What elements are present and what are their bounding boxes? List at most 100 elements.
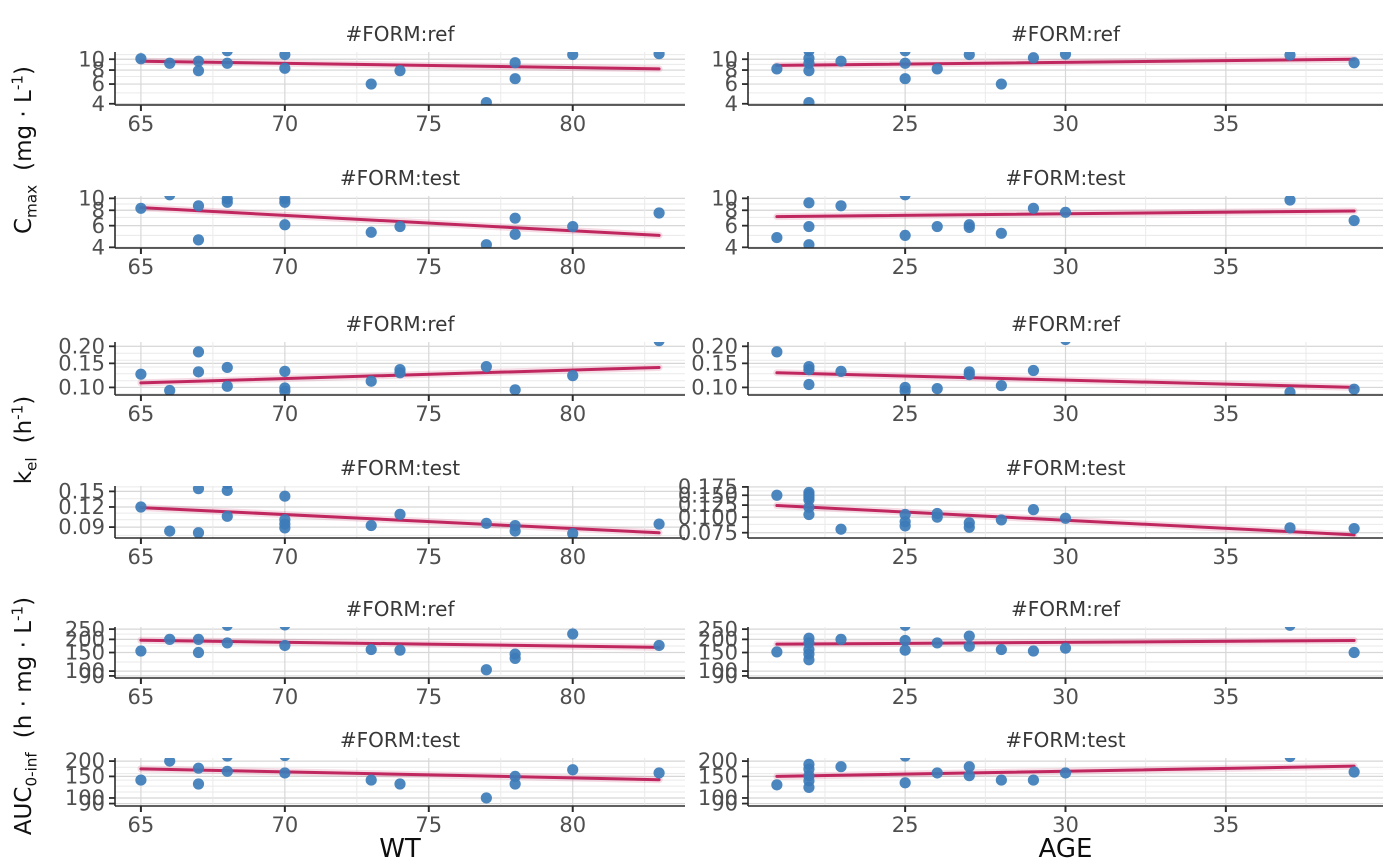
- data-point: [394, 778, 406, 790]
- y-tick-label: 0.150: [678, 483, 738, 507]
- data-point: [995, 514, 1007, 526]
- x-tick-label: 30: [1052, 545, 1079, 569]
- data-points: [771, 342, 1360, 395]
- y-label-main: C: [11, 217, 37, 234]
- y-axis-label-cmax: Cmax (mg · L-1): [8, 0, 40, 302]
- y-tick-label: 8: [92, 198, 105, 222]
- x-tick-label: 75: [415, 402, 442, 426]
- x-tick-labels: 65 70 75 80: [128, 678, 586, 709]
- facet-title: #FORM:test: [1005, 456, 1125, 480]
- x-tick-label: 35: [1212, 813, 1239, 837]
- data-point: [192, 55, 205, 67]
- data-point: [221, 637, 233, 649]
- y-tick-label: 0.10: [58, 376, 105, 400]
- y-tick-label: 200: [65, 749, 105, 773]
- data-point: [803, 65, 815, 77]
- data-point: [279, 219, 291, 231]
- y-axis-label-auc: AUC0-inf (h · mg · L-1): [8, 546, 41, 866]
- data-points: [135, 52, 665, 105]
- data-point: [279, 62, 291, 74]
- x-tick-label: 75: [415, 255, 442, 279]
- data-point: [1348, 522, 1360, 535]
- data-point: [480, 239, 492, 248]
- data-point: [279, 196, 291, 208]
- data-point: [279, 758, 290, 762]
- plot-area: [115, 342, 685, 395]
- y-tick-label: 150: [65, 765, 105, 789]
- data-point: [192, 527, 205, 538]
- panel-kel-ref-wt: 0.200.150.10 65 70 75 80 #FORM:ref: [58, 312, 685, 426]
- panel-kel-ref-age: 0.200.150.10 25 30 35 #FORM:ref: [691, 312, 1383, 426]
- y-tick-label: 100: [698, 786, 738, 810]
- data-point: [135, 368, 147, 380]
- data-point: [509, 525, 521, 537]
- data-point: [771, 63, 783, 75]
- data-point: [653, 518, 665, 530]
- x-tick-label: 75: [415, 813, 442, 837]
- gridlines: [748, 486, 1383, 538]
- x-tick-labels: 25 30 35: [892, 248, 1239, 279]
- y-tick-label: 90: [711, 792, 738, 816]
- data-point: [192, 200, 205, 212]
- data-point: [279, 365, 291, 377]
- data-point: [931, 637, 943, 649]
- data-point: [771, 489, 783, 501]
- data-point: [653, 52, 665, 60]
- regression-line: [775, 57, 1356, 67]
- data-point: [931, 383, 943, 395]
- data-point: [1284, 386, 1296, 395]
- y-tick-label: 4: [92, 235, 105, 259]
- x-tick-labels: 25 30 35: [892, 105, 1239, 136]
- plot-area: [115, 758, 685, 806]
- data-point: [394, 65, 406, 77]
- data-point: [835, 55, 847, 67]
- data-point: [135, 501, 147, 513]
- gridlines: [748, 342, 1383, 395]
- y-tick-labels: 0.200.150.10: [691, 334, 748, 400]
- facet-title: #FORM:test: [340, 728, 460, 752]
- data-point: [1027, 645, 1040, 657]
- data-point: [899, 385, 911, 395]
- y-tick-label: 150: [698, 765, 738, 789]
- x-axis-title-wt: WT: [379, 834, 421, 864]
- data-point: [899, 644, 911, 656]
- data-point: [995, 227, 1007, 239]
- data-point: [931, 511, 943, 523]
- data-point: [963, 630, 975, 642]
- data-points: [771, 196, 1360, 248]
- y-tick-label: 0.09: [58, 515, 105, 539]
- y-tick-label: 8: [92, 58, 105, 82]
- x-tick-label: 35: [1212, 112, 1239, 136]
- y-tick-label: 150: [65, 641, 105, 665]
- data-point: [995, 78, 1007, 90]
- data-point: [164, 633, 176, 645]
- data-point: [653, 342, 665, 347]
- plot-area: [748, 196, 1383, 248]
- data-point: [653, 767, 665, 779]
- y-tick-label: 250: [65, 617, 105, 641]
- data-point: [164, 525, 176, 537]
- data-point: [803, 378, 815, 391]
- data-point: [835, 365, 847, 377]
- data-point: [192, 366, 205, 378]
- x-tick-label: 75: [415, 545, 442, 569]
- data-point: [221, 486, 233, 497]
- data-point: [164, 384, 176, 395]
- y-label-sub: el: [22, 457, 41, 471]
- data-point: [1348, 766, 1360, 778]
- data-point: [771, 779, 783, 791]
- data-point: [931, 767, 943, 779]
- data-point: [963, 761, 975, 773]
- x-tick-label: 70: [271, 545, 298, 569]
- data-point: [1027, 364, 1040, 377]
- y-tick-label: 10: [711, 47, 738, 71]
- y-label-sub: 0-inf: [22, 752, 41, 787]
- data-point: [771, 346, 783, 358]
- data-point: [931, 220, 943, 233]
- y-tick-label: 0.15: [58, 351, 105, 375]
- x-tick-labels: 25 30 35: [892, 538, 1239, 569]
- y-label-unit-close: ): [11, 66, 37, 75]
